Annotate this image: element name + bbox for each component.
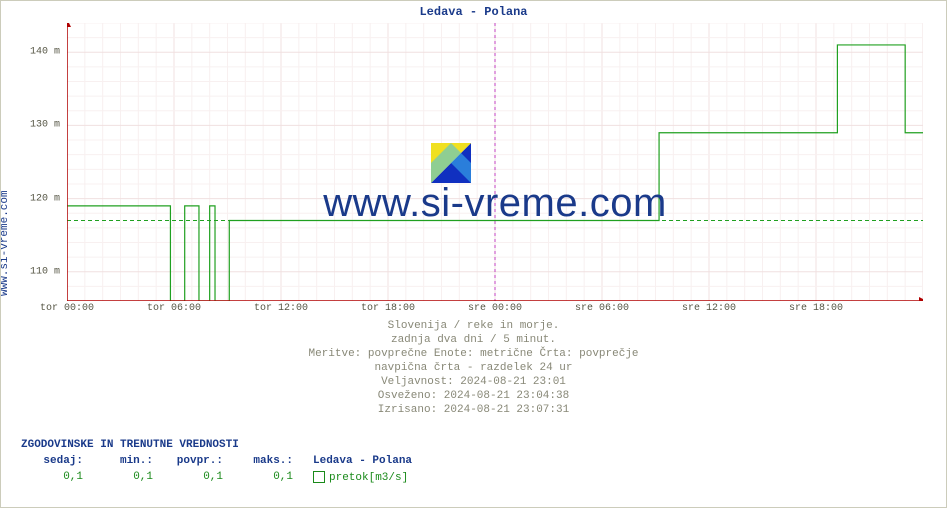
stat-value-min: 0,1 [91, 471, 161, 484]
x-tick-label: sre 06:00 [575, 303, 629, 314]
info-line: Slovenija / reke in morje. [1, 319, 946, 333]
y-tick-label: 140 m [30, 47, 60, 58]
x-tick-label: tor 06:00 [147, 303, 201, 314]
stats-values-row: 0,1 0,1 0,1 0,1 pretok[m3/s] [21, 471, 408, 484]
info-line: zadnja dva dni / 5 minut. [1, 333, 946, 347]
y-tick-label: 110 m [30, 266, 60, 277]
stat-label-min: min.: [91, 455, 161, 467]
info-line: navpična črta - razdelek 24 ur [1, 361, 946, 375]
info-line: Meritve: povprečne Enote: metrične Črta:… [1, 347, 946, 361]
plot-area [67, 23, 923, 301]
chart-container: Ledava - Polana www.si-vreme.com tor 00:… [0, 0, 947, 508]
legend-entry: pretok[m3/s] [313, 471, 408, 484]
x-tick-label: sre 12:00 [682, 303, 736, 314]
y-axis-label: www.si-vreme.com [0, 190, 11, 296]
x-tick-label: sre 00:00 [468, 303, 522, 314]
x-tick-label: tor 12:00 [254, 303, 308, 314]
x-tick-label: sre 18:00 [789, 303, 843, 314]
stat-value-avg: 0,1 [161, 471, 231, 484]
y-tick-label: 120 m [30, 193, 60, 204]
stat-label-max: maks.: [231, 455, 301, 467]
info-block: Slovenija / reke in morje. zadnja dva dn… [1, 319, 946, 417]
stat-value-now: 0,1 [21, 471, 91, 484]
stat-label-avg: povpr.: [161, 455, 231, 467]
info-line: Izrisano: 2024-08-21 23:07:31 [1, 403, 946, 417]
stat-value-max: 0,1 [231, 471, 301, 484]
watermark-text: www.si-vreme.com [67, 181, 923, 226]
series-name: Ledava - Polana [313, 455, 412, 467]
stats-header: ZGODOVINSKE IN TRENUTNE VREDNOSTI [21, 439, 239, 451]
chart-title: Ledava - Polana [1, 5, 946, 19]
stat-label-now: sedaj: [21, 455, 91, 467]
info-line: Veljavnost: 2024-08-21 23:01 [1, 375, 946, 389]
legend-label: pretok[m3/s] [329, 472, 408, 484]
x-tick-label: tor 18:00 [361, 303, 415, 314]
info-line: Osveženo: 2024-08-21 23:04:38 [1, 389, 946, 403]
watermark-logo [431, 143, 471, 183]
x-tick-label: tor 00:00 [40, 303, 94, 314]
stats-labels-row: sedaj: min.: povpr.: maks.: Ledava - Pol… [21, 455, 412, 467]
y-tick-label: 130 m [30, 120, 60, 131]
legend-swatch [313, 471, 325, 483]
